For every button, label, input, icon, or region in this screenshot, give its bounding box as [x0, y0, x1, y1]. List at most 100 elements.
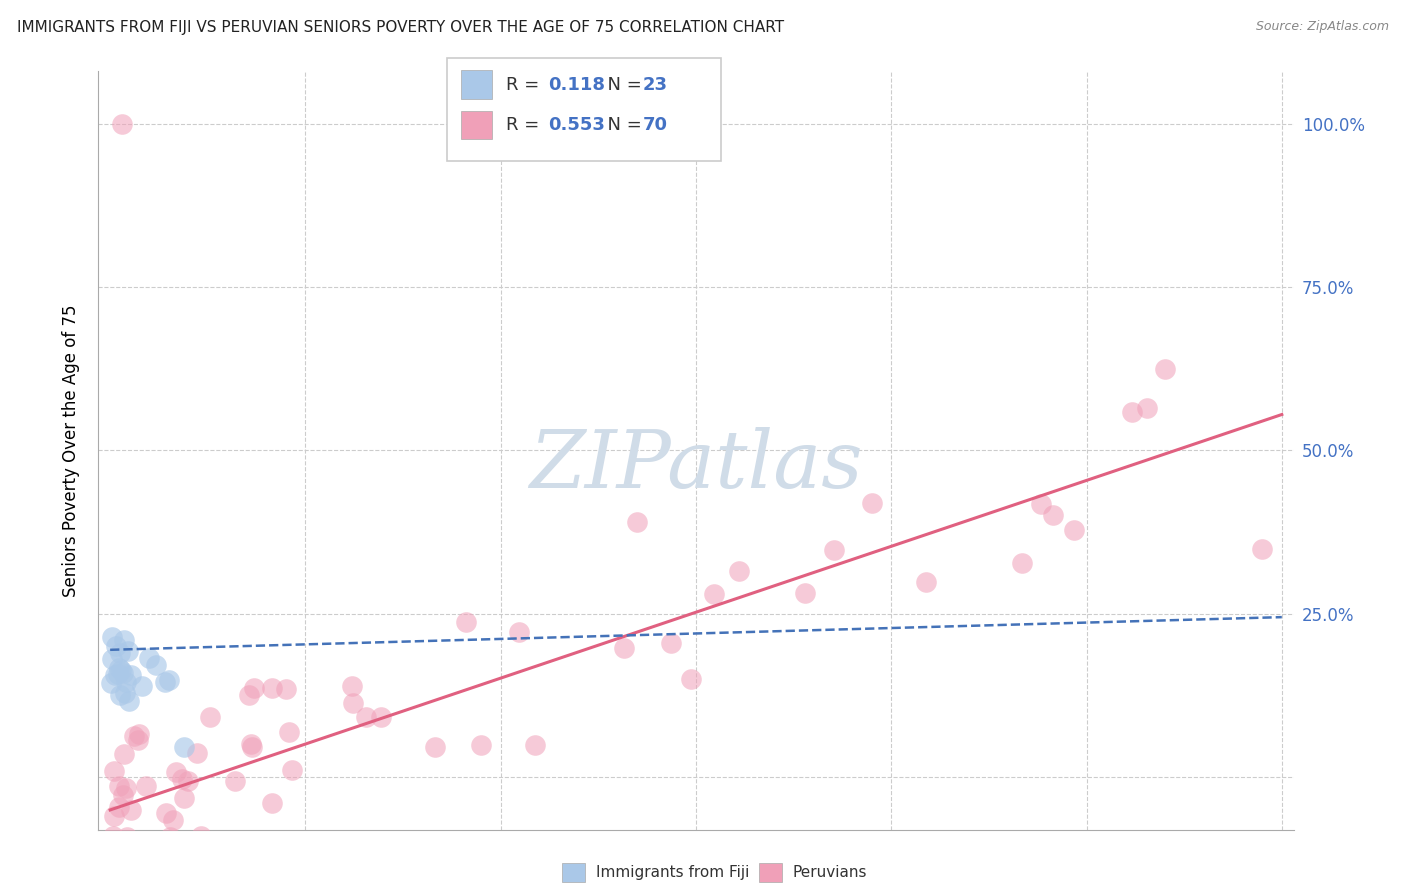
Point [1063, 523, 1085, 537]
Point [100, 676, 122, 690]
Point [114, 674, 136, 689]
Point [370, 709, 392, 723]
Point [177, 774, 200, 789]
Text: Immigrants from Fiji: Immigrants from Fiji [596, 865, 749, 880]
Point [200, 710, 222, 724]
Point [470, 738, 492, 752]
Y-axis label: Seniors Poverty Over the Age of 75: Seniors Poverty Over the Age of 75 [62, 304, 80, 597]
Point [127, 732, 149, 747]
Text: ZIPatlas: ZIPatlas [529, 427, 863, 504]
Point [136, 869, 159, 883]
Point [107, 661, 129, 675]
Point [139, 856, 162, 871]
Point [523, 738, 546, 752]
Point [240, 737, 263, 751]
Point [166, 838, 188, 853]
Point [165, 764, 187, 779]
Point [1042, 508, 1064, 522]
Point [277, 725, 299, 739]
Point [107, 667, 129, 681]
Point [141, 851, 163, 865]
Point [103, 809, 125, 823]
Point [1251, 541, 1274, 556]
Point [659, 636, 682, 650]
Point [186, 746, 208, 760]
Point [138, 651, 160, 665]
Text: N =: N = [596, 116, 648, 134]
Point [354, 710, 377, 724]
Point [118, 840, 141, 855]
Point [128, 727, 150, 741]
Point [173, 790, 195, 805]
Point [122, 871, 145, 886]
Point [262, 681, 284, 695]
Point [122, 730, 145, 744]
Point [1153, 361, 1175, 376]
Point [342, 679, 364, 693]
Text: Source: ZipAtlas.com: Source: ZipAtlas.com [1256, 20, 1389, 33]
Point [262, 796, 284, 810]
Point [120, 804, 142, 818]
Text: 0.118: 0.118 [548, 76, 606, 94]
Text: R =: R = [506, 76, 546, 94]
Point [1136, 401, 1159, 415]
Point [108, 779, 131, 793]
Point [114, 686, 136, 700]
Point [153, 674, 176, 689]
Point [103, 764, 125, 778]
Point [1011, 556, 1033, 570]
Point [162, 813, 184, 827]
Point [159, 830, 181, 844]
Point [103, 829, 125, 843]
Point [274, 681, 297, 696]
Point [626, 516, 648, 530]
Text: 0.553: 0.553 [548, 116, 605, 134]
Point [240, 739, 263, 754]
Point [823, 543, 845, 558]
Point [118, 693, 141, 707]
Text: 23: 23 [643, 76, 668, 94]
Point [914, 574, 936, 589]
Text: N =: N = [596, 76, 648, 94]
Point [508, 624, 530, 639]
Point [423, 739, 446, 754]
Point [224, 773, 246, 788]
Point [145, 657, 167, 672]
Point [135, 779, 157, 793]
Point [112, 632, 135, 647]
Point [170, 772, 193, 786]
Point [100, 630, 122, 644]
Point [121, 839, 143, 854]
Point [281, 764, 304, 778]
Point [190, 829, 212, 843]
Text: 70: 70 [643, 116, 668, 134]
Point [703, 587, 725, 601]
Point [117, 644, 139, 658]
Point [108, 646, 131, 660]
Point [107, 800, 129, 814]
Point [1029, 497, 1052, 511]
Point [793, 586, 815, 600]
Point [613, 641, 636, 656]
Point [108, 689, 131, 703]
Text: R =: R = [506, 116, 546, 134]
Point [112, 788, 135, 802]
Point [112, 665, 135, 680]
Point [157, 673, 180, 687]
Point [243, 681, 266, 695]
Point [110, 663, 132, 677]
Point [238, 688, 260, 702]
Text: Peruvians: Peruvians [793, 865, 868, 880]
Point [115, 830, 138, 844]
Point [233, 834, 256, 848]
Point [728, 564, 751, 578]
Point [104, 668, 127, 682]
Point [104, 639, 127, 653]
Point [173, 740, 195, 755]
Point [112, 747, 135, 762]
Point [681, 672, 703, 686]
Text: IMMIGRANTS FROM FIJI VS PERUVIAN SENIORS POVERTY OVER THE AGE OF 75 CORRELATION : IMMIGRANTS FROM FIJI VS PERUVIAN SENIORS… [17, 20, 785, 35]
Point [860, 496, 883, 510]
Point [111, 117, 134, 131]
Point [155, 805, 177, 820]
